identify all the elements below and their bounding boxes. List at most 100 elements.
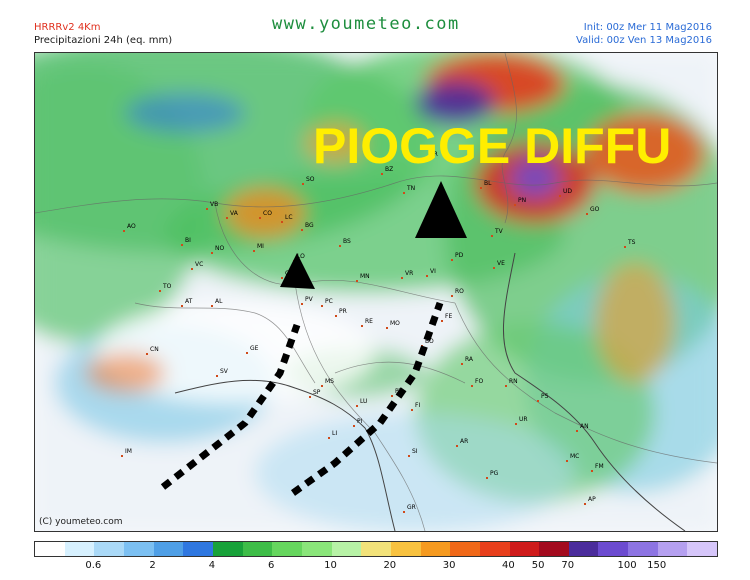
place-label-rn: RN	[509, 378, 518, 385]
legend-swatch	[153, 542, 184, 556]
legend-swatch	[539, 542, 569, 556]
place-marker	[426, 158, 428, 160]
place-label-an: AN	[580, 423, 589, 430]
place-label-bi: BI	[185, 237, 191, 244]
coastline	[174, 252, 686, 531]
map-header-left: HRRRv2 4Km Precipitazioni 24h (eq. mm)	[34, 21, 172, 47]
place-label-tn: TN	[406, 185, 415, 192]
place-marker	[514, 204, 516, 206]
place-label-mi: MI	[257, 243, 264, 250]
legend-tick-label: 30	[442, 560, 456, 571]
legend-swatch	[94, 542, 124, 556]
place-label-ar: AR	[460, 438, 468, 445]
place-marker	[281, 277, 283, 279]
legend-swatch	[272, 542, 302, 556]
place-marker	[515, 423, 517, 425]
legend-tick-label: 2	[149, 560, 156, 571]
legend-tick-label: 40	[502, 560, 515, 571]
place-marker	[566, 460, 568, 462]
place-marker	[181, 305, 183, 307]
site-url[interactable]: www.youmeteo.com	[272, 14, 460, 34]
legend-tick-label: 100	[617, 560, 637, 571]
place-label-ms: MS	[325, 378, 334, 385]
place-label-ge: GE	[250, 345, 259, 352]
place-label-fi: FI	[415, 402, 420, 409]
legend-tick-label: 0.6	[85, 560, 102, 571]
place-marker	[356, 280, 358, 282]
place-marker	[493, 267, 495, 269]
place-label-fo: FO	[475, 378, 483, 385]
legend-swatch	[242, 542, 273, 556]
place-marker	[624, 246, 626, 248]
place-marker	[226, 217, 228, 219]
legend-swatch	[450, 542, 480, 556]
place-label-lc: LC	[285, 214, 293, 221]
place-label-bo: BO	[425, 338, 434, 345]
place-marker	[211, 252, 213, 254]
place-marker	[559, 195, 561, 197]
place-marker	[361, 325, 363, 327]
legend-swatch	[212, 542, 243, 556]
place-marker	[408, 455, 410, 457]
variable-name: Precipitazioni 24h (eq. mm)	[34, 35, 173, 46]
precipitation-map[interactable]: AO BI VB VA CO LC SO BG BS TN BL PN UD GO TS TO VC NO MI AT…	[34, 52, 718, 532]
arrow-markers	[160, 181, 467, 496]
legend-swatch	[479, 542, 510, 556]
place-marker	[505, 385, 507, 387]
place-marker	[451, 295, 453, 297]
place-label-mn: MN	[360, 273, 370, 280]
place-marker	[159, 290, 161, 292]
place-marker	[403, 511, 405, 513]
place-label-bl: BL	[484, 180, 492, 187]
place-marker	[391, 395, 393, 397]
valid-time: Valid: 00z Ven 13 Mag2016	[576, 35, 712, 46]
place-marker	[486, 477, 488, 479]
place-label-vi: VI	[430, 268, 436, 275]
place-label-co: CO	[263, 210, 272, 217]
map-canvas: AO BI VB VA CO LC SO BG BS TN BL PN UD GO TS TO VC NO MI AT…	[35, 53, 717, 531]
place-label-ts: TS	[627, 239, 636, 246]
place-marker	[281, 221, 283, 223]
place-label-vc: VC	[195, 261, 203, 268]
place-label-ur: UR	[519, 416, 528, 423]
place-label-ud: UD	[563, 188, 572, 195]
place-marker	[386, 327, 388, 329]
place-marker	[471, 385, 473, 387]
place-marker	[206, 208, 208, 210]
place-marker	[181, 244, 183, 246]
place-label-pr: PR	[339, 308, 347, 315]
place-label-re: RE	[365, 318, 373, 325]
place-label-bz: BZ	[385, 166, 393, 173]
overlay-label: PIOGGE DIFFU	[313, 118, 671, 174]
place-label-sp: SP	[313, 389, 321, 396]
legend-swatch	[183, 542, 213, 556]
place-label-li: LI	[332, 430, 337, 437]
place-marker	[335, 315, 337, 317]
map-header-right: Init: 00z Mer 11 Mag2016 Valid: 00z Ven …	[576, 21, 712, 47]
legend-swatch	[657, 542, 688, 556]
legend-swatch	[687, 542, 718, 556]
legend-swatch	[420, 542, 451, 556]
legend-swatch	[568, 542, 599, 556]
place-marker	[411, 409, 413, 411]
init-time: Init: 00z Mer 11 Mag2016	[583, 22, 712, 33]
place-marker	[301, 229, 303, 231]
copyright-text: (C) youmeteo.com	[39, 517, 123, 527]
place-marker	[321, 385, 323, 387]
place-label-mo: MO	[390, 320, 400, 327]
legend-swatch	[64, 542, 95, 556]
place-label-ve: VE	[497, 260, 505, 267]
place-labels: AO BI VB VA CO LC SO BG BS TN BL PN UD GO TS TO VC NO MI AT…	[121, 151, 636, 513]
place-label-mc: MC	[570, 453, 579, 460]
legend-swatch	[35, 542, 65, 556]
place-marker	[586, 213, 588, 215]
place-marker	[146, 353, 148, 355]
place-label-ro: RO	[455, 288, 464, 295]
place-marker	[259, 217, 261, 219]
place-label-fe: FE	[445, 313, 452, 320]
place-marker	[461, 363, 463, 365]
place-marker	[328, 437, 330, 439]
place-marker	[121, 455, 123, 457]
color-legend	[34, 541, 718, 557]
place-label-si: SI	[412, 448, 418, 455]
